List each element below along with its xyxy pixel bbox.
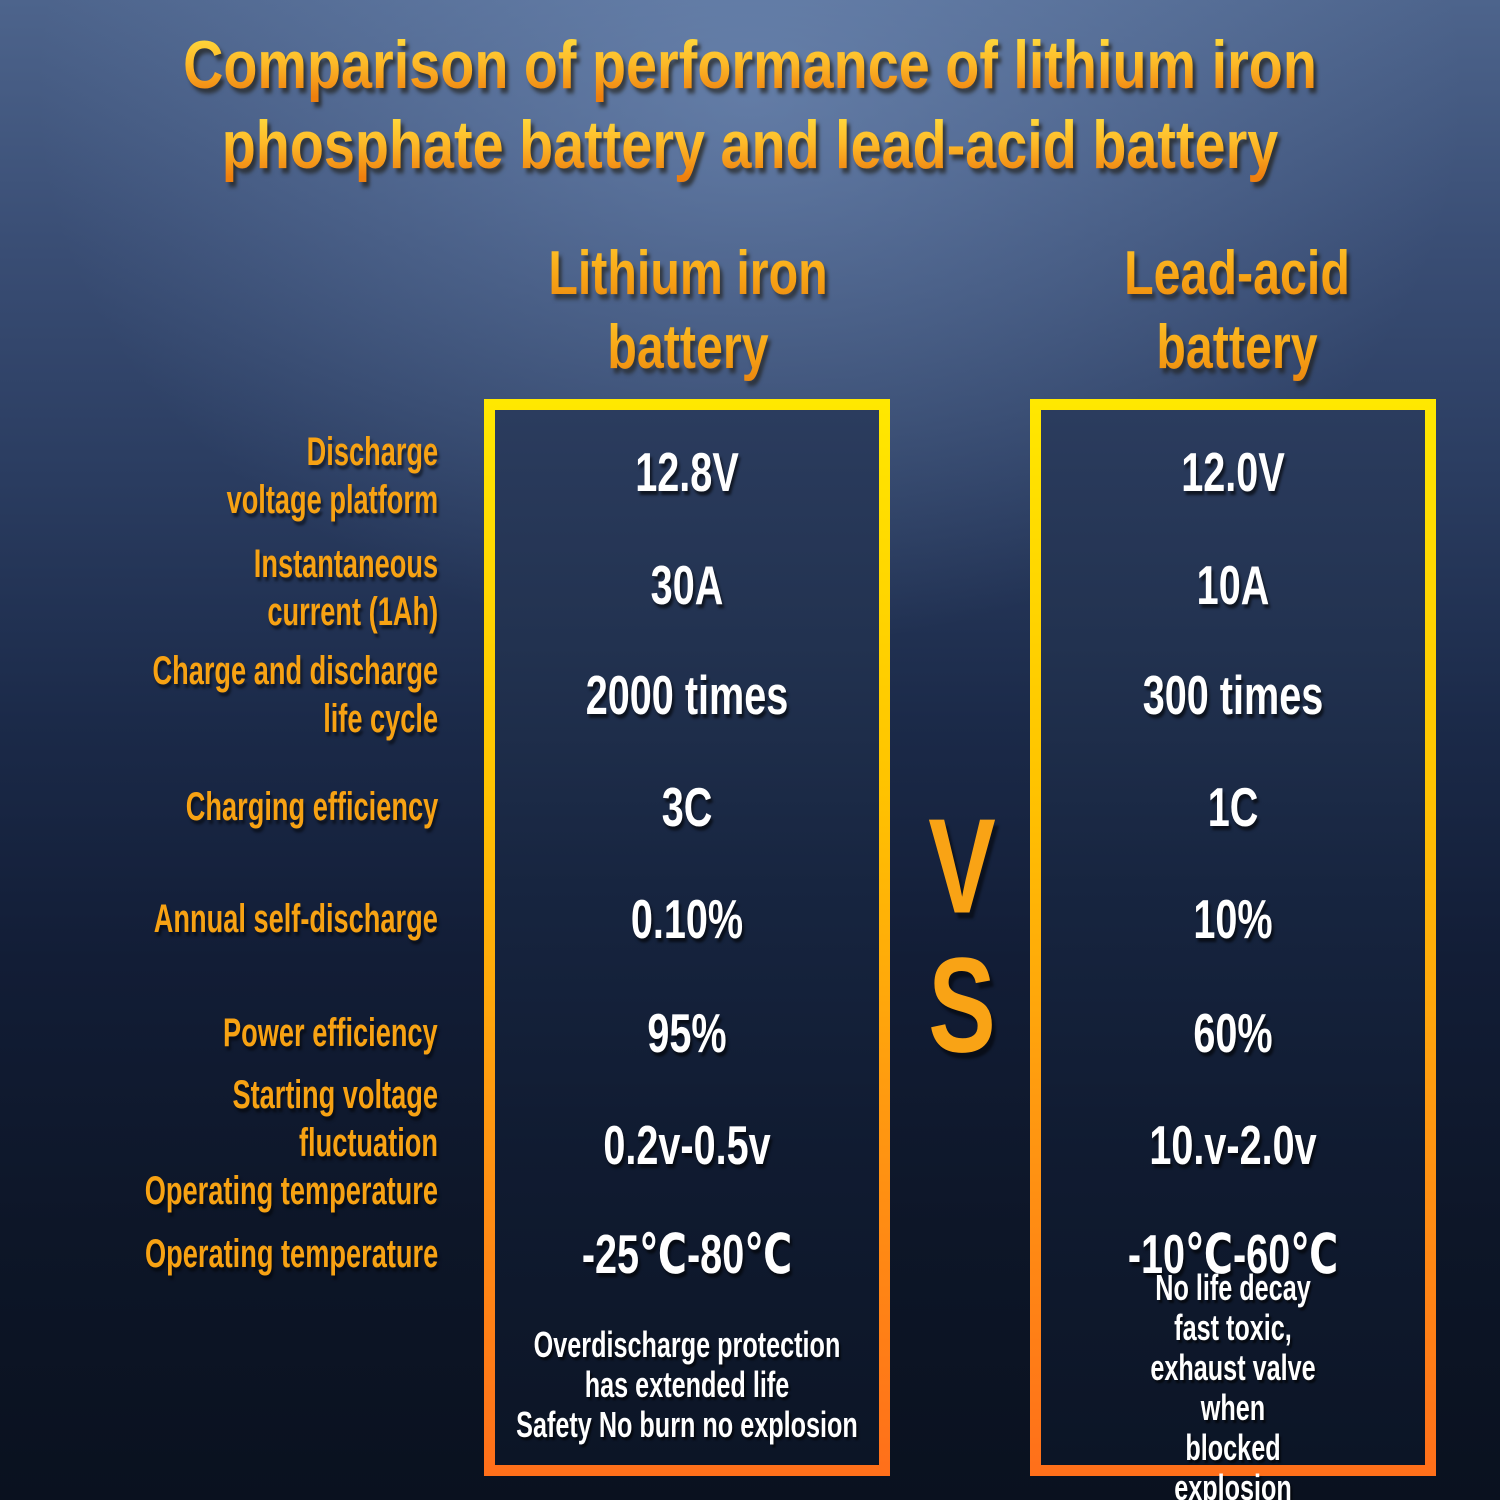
column-header-lead-acid: Lead-acid battery [1124, 237, 1350, 385]
vs-letter-v: V [928, 790, 996, 942]
page-title-line-1: Comparison of performance of lithium iro… [183, 27, 1317, 103]
lead-acid-column-box-interior [1041, 410, 1425, 1465]
value-lithium-power-efficiency: 95% [647, 1002, 727, 1064]
column-header-lead-acid-line-1: Lead-acid [1124, 237, 1350, 311]
note-lithium: Overdischarge protection has extended li… [516, 1324, 858, 1445]
row-label-starting-voltage-fluctuation: Starting voltage fluctuation Operating t… [144, 1073, 438, 1213]
value-lead-self-discharge: 10% [1193, 888, 1273, 950]
column-header-lithium: Lithium iron battery [548, 237, 827, 385]
value-lithium-self-discharge: 0.10% [630, 888, 744, 950]
vs-letter-s: S [928, 929, 996, 1081]
row-label-annual-self-discharge: Annual self-discharge [153, 897, 438, 941]
value-lead-charging-efficiency: 1C [1207, 776, 1259, 838]
value-lead-current: 10A [1196, 554, 1270, 616]
row-label-power-efficiency: Power efficiency [223, 1011, 438, 1055]
column-header-lithium-line-1: Lithium iron [548, 237, 827, 311]
column-header-lead-acid-line-2: battery [1124, 311, 1350, 385]
value-lithium-operating-temperature: -25℃-80℃ [581, 1223, 793, 1285]
value-lithium-discharge-voltage: 12.8V [635, 441, 739, 503]
value-lithium-charging-efficiency: 3C [661, 776, 713, 838]
lithium-column-box [484, 399, 890, 1476]
value-lead-power-efficiency: 60% [1193, 1002, 1273, 1064]
row-label-instantaneous-current: Instantaneous current (1Ah) [253, 542, 438, 634]
value-lead-operating-temperature: -10℃-60℃ [1127, 1223, 1339, 1285]
row-label-operating-temperature: Operating temperature [144, 1232, 438, 1276]
lithium-column-box-interior [495, 410, 879, 1465]
value-lead-voltage-fluctuation: 10.v-2.0v [1149, 1114, 1317, 1176]
note-lead-acid: No life decay fast toxic, exhaust valve … [1150, 1267, 1316, 1500]
value-lithium-voltage-fluctuation: 0.2v-0.5v [603, 1114, 771, 1176]
value-lead-discharge-voltage: 12.0V [1181, 441, 1285, 503]
page-title: Comparison of performance of lithium iro… [183, 25, 1317, 185]
page-title-line-2: phosphate battery and lead-acid battery [183, 105, 1317, 185]
lead-acid-column-box [1030, 399, 1436, 1476]
value-lithium-life-cycle: 2000 times [585, 664, 789, 726]
row-label-charging-efficiency: Charging efficiency [185, 785, 438, 829]
value-lead-life-cycle: 300 times [1142, 664, 1324, 726]
column-header-lithium-line-2: battery [548, 311, 827, 385]
row-label-discharge-voltage-platform: Discharge voltage platform [226, 430, 438, 522]
row-label-life-cycle: Charge and discharge life cycle [152, 649, 438, 741]
value-lithium-current: 30A [650, 554, 724, 616]
